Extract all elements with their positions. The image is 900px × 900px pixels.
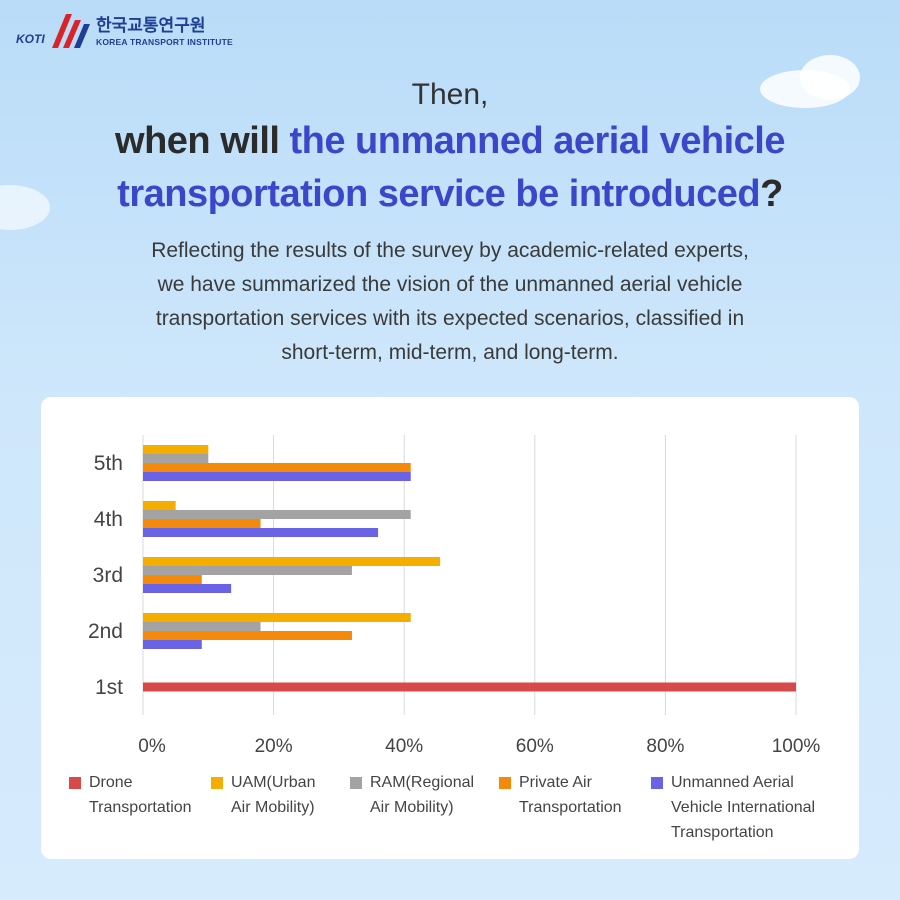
x-tick-label: 60%: [516, 736, 554, 757]
bar-unmanned-aerial-vehicle-international-transportation-4th: [143, 528, 379, 537]
bar-private-air-transportation-5th: [143, 463, 411, 472]
koti-logo-icon: KOTI: [16, 14, 90, 48]
legend-label: Private Air Transportation: [519, 770, 622, 820]
subtitle-line: Reflecting the results of the survey by …: [151, 239, 749, 262]
y-category-label: 5th: [94, 452, 123, 475]
legend-label-line: Vehicle International: [671, 799, 816, 816]
legend-swatch: [69, 777, 81, 789]
subtitle-line: we have summarized the vision of the unm…: [157, 273, 743, 296]
heading-highlight-text: the unmanned aerial vehicle: [289, 120, 786, 162]
bar-ram-regional-air-mobility-5th: [143, 454, 209, 463]
heading-line-1: when will the unmanned aerial vehicle: [0, 120, 900, 163]
x-tick-label: 0%: [138, 736, 166, 757]
legend-label-line: UAM(Urban: [231, 774, 316, 791]
legend-label-line: Drone: [89, 774, 133, 791]
legend-item: UAM(Urban Air Mobility): [211, 774, 315, 820]
legend-label-line: Unmanned Aerial: [671, 774, 794, 791]
heading-line-2: transportation service be introduced?: [0, 173, 900, 216]
legend-label-line: Private Air: [519, 774, 592, 791]
legend-label-line: Transportation: [89, 799, 192, 816]
bar-uam-urban-air-mobility-2nd: [143, 613, 411, 622]
legend-item: Drone Transportation: [69, 774, 192, 820]
legend-label: RAM(Regional Air Mobility): [370, 770, 474, 820]
bar-unmanned-aerial-vehicle-international-transportation-5th: [143, 472, 411, 481]
bar-private-air-transportation-3rd: [143, 575, 202, 584]
heading-question-mark: ?: [760, 173, 783, 215]
bar-private-air-transportation-4th: [143, 519, 261, 528]
logo-korean-name: 한국교통연구원: [96, 15, 206, 36]
bar-unmanned-aerial-vehicle-international-transportation-2nd: [143, 640, 202, 649]
logo-mark-text: KOTI: [16, 32, 45, 46]
heading-highlight-text: transportation service be introduced: [117, 173, 761, 215]
bar-chart: 0% 20% 40% 60% 80% 100% 5th 4th 3rd 2nd 1st: [88, 435, 821, 757]
koti-logo: KOTI 한국교통연구원 KOREA TRANSPORT INSTITUTE: [14, 12, 233, 52]
legend-label-line: RAM(Regional: [370, 774, 475, 791]
y-category-label: 4th: [94, 508, 123, 531]
bar-unmanned-aerial-vehicle-international-transportation-3rd: [143, 584, 232, 593]
bar-uam-urban-air-mobility-3rd: [143, 557, 441, 566]
bar-ram-regional-air-mobility-2nd: [143, 622, 261, 631]
legend-swatch: [350, 777, 362, 789]
legend-label: UAM(Urban Air Mobility): [231, 770, 315, 820]
bar-private-air-transportation-2nd: [143, 631, 352, 640]
x-tick-label: 80%: [646, 736, 684, 757]
legend-item: Private Air Transportation: [499, 774, 622, 820]
legend-label: Drone Transportation: [89, 770, 192, 820]
bar-ram-regional-air-mobility-4th: [143, 510, 411, 519]
subtitle-line: transportation services with its expecte…: [155, 307, 745, 330]
bar-uam-urban-air-mobility-5th: [143, 445, 209, 454]
legend-label-line: Air Mobility): [231, 799, 315, 816]
y-category-label: 1st: [95, 676, 123, 699]
legend-item: Unmanned Aerial Vehicle International Tran…: [651, 774, 815, 845]
y-category-label: 2nd: [88, 620, 123, 643]
x-tick-label: 100%: [772, 736, 821, 757]
bar-drone-transportation-1st: [143, 682, 796, 692]
chart-legend: Drone Transportation UAM(Urban Air Mobility…: [41, 397, 859, 859]
y-category-label: 3rd: [93, 564, 123, 587]
bar-uam-urban-air-mobility-4th: [143, 501, 176, 510]
x-tick-label: 20%: [255, 736, 293, 757]
legend-item: RAM(Regional Air Mobility): [350, 774, 474, 820]
subtitle-line: short-term, mid-term, and long-term.: [281, 341, 619, 364]
legend-swatch: [211, 777, 223, 789]
cloud-decoration: [800, 55, 860, 100]
bar-ram-regional-air-mobility-3rd: [143, 566, 352, 575]
heading-then: Then,: [411, 78, 489, 111]
logo-english-name: KOREA TRANSPORT INSTITUTE: [96, 36, 233, 47]
legend-label-line: Transportation: [671, 824, 774, 841]
legend-swatch: [651, 777, 663, 789]
chart-card: 0% 20% 40% 60% 80% 100% 5th 4th 3rd 2nd 1st Drone T…: [41, 397, 859, 859]
legend-label-line: Transportation: [519, 799, 622, 816]
heading-plain-text: when will: [115, 120, 290, 162]
legend-swatch: [499, 777, 511, 789]
legend-label: Unmanned Aerial Vehicle International Tran…: [671, 770, 815, 845]
subtitle: Reflecting the results of the survey by …: [70, 234, 830, 370]
legend-label-line: Air Mobility): [370, 799, 454, 816]
x-tick-label: 40%: [385, 736, 423, 757]
